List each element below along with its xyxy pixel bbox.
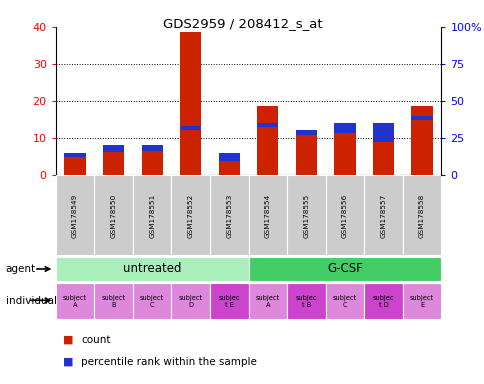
Bar [94,175,133,255]
Bar [410,116,432,175]
Text: subject
D: subject D [178,295,202,308]
Text: GSM178557: GSM178557 [380,193,386,238]
Bar [248,283,287,319]
Bar [210,175,248,255]
Text: GSM178552: GSM178552 [187,193,193,238]
Text: GSM178553: GSM178553 [226,193,232,238]
Text: individual: individual [6,296,57,306]
Text: GSM178556: GSM178556 [341,193,347,238]
Bar [287,175,325,255]
Bar [133,175,171,255]
Bar [94,283,133,319]
Bar [410,106,432,175]
Text: GSM178551: GSM178551 [149,193,155,238]
Text: GSM178558: GSM178558 [418,193,424,238]
Text: subjec
t E: subjec t E [218,295,240,308]
Bar [372,142,393,175]
Bar [218,161,240,175]
Bar [295,130,317,175]
Text: subjec
t D: subjec t D [372,295,393,308]
Text: subject
C: subject C [332,295,356,308]
Bar [363,283,402,319]
Bar [64,156,86,175]
Bar [180,32,201,175]
Text: subject
B: subject B [101,295,125,308]
Text: subjec
t B: subjec t B [295,295,317,308]
Bar [402,283,440,319]
Bar [64,152,86,157]
Text: GSM178555: GSM178555 [303,193,309,238]
Text: GSM178550: GSM178550 [110,193,116,238]
Text: untreated: untreated [122,263,181,275]
Bar [410,116,432,120]
Bar [103,145,124,150]
Bar [103,152,124,175]
Bar [257,106,278,175]
Text: GDS2959 / 208412_s_at: GDS2959 / 208412_s_at [162,17,322,30]
Bar [141,151,163,175]
Bar [257,123,278,127]
Bar [171,283,210,319]
Bar [295,131,317,175]
Bar [180,126,201,175]
Bar [218,152,240,175]
Bar [180,126,201,130]
Bar [248,257,440,281]
Bar [64,152,86,175]
Bar [287,283,325,319]
Text: subject
A: subject A [255,295,279,308]
Bar [402,175,440,255]
Text: ■: ■ [63,357,74,367]
Text: agent: agent [6,264,36,274]
Bar [333,123,355,127]
Text: ■: ■ [63,335,74,345]
Bar [257,123,278,175]
Bar [56,283,94,319]
Bar [56,175,94,255]
Text: GSM178554: GSM178554 [264,193,270,238]
Bar [103,145,124,175]
Bar [372,123,393,127]
Text: G-CSF: G-CSF [326,263,362,275]
Bar [141,145,163,175]
Bar [372,123,393,175]
Bar [56,257,248,281]
Bar [248,175,287,255]
Bar [325,283,363,319]
Bar [363,175,402,255]
Text: GSM178549: GSM178549 [72,193,78,238]
Bar [210,283,248,319]
Bar [295,130,317,135]
Bar [218,152,240,157]
Text: percentile rank within the sample: percentile rank within the sample [81,357,257,367]
Bar [141,145,163,150]
Text: subject
E: subject E [409,295,433,308]
Bar [133,283,171,319]
Bar [333,123,355,175]
Bar [171,175,210,255]
Bar [333,133,355,175]
Bar [325,175,363,255]
Text: subject
C: subject C [140,295,164,308]
Text: subject
A: subject A [63,295,87,308]
Text: count: count [81,335,111,345]
